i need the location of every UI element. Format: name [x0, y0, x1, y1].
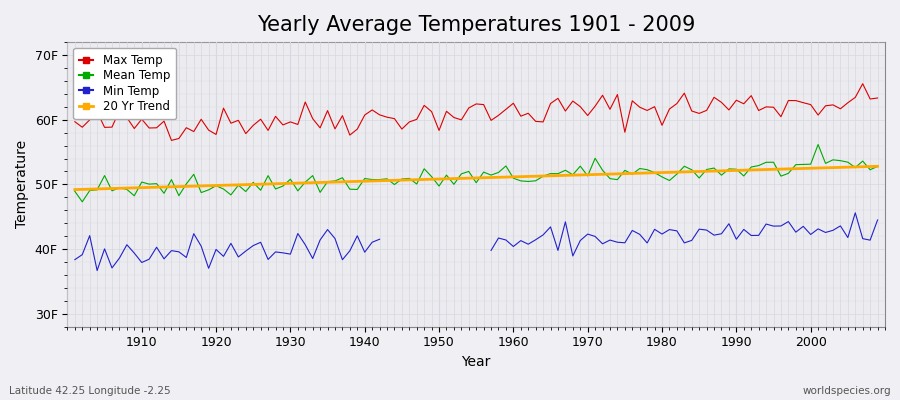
Text: Latitude 42.25 Longitude -2.25: Latitude 42.25 Longitude -2.25	[9, 386, 171, 396]
X-axis label: Year: Year	[462, 355, 490, 369]
Legend: Max Temp, Mean Temp, Min Temp, 20 Yr Trend: Max Temp, Mean Temp, Min Temp, 20 Yr Tre…	[73, 48, 176, 119]
Y-axis label: Temperature: Temperature	[15, 140, 29, 228]
Title: Yearly Average Temperatures 1901 - 2009: Yearly Average Temperatures 1901 - 2009	[257, 15, 696, 35]
Text: worldspecies.org: worldspecies.org	[803, 386, 891, 396]
